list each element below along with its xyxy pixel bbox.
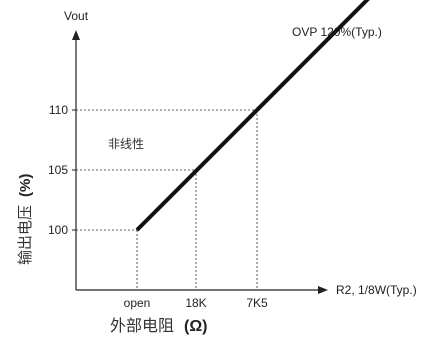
y-axis-arrow bbox=[72, 30, 80, 40]
x-axis-bottom-unit: (Ω) bbox=[184, 318, 207, 335]
series-line bbox=[135, 0, 370, 232]
y-axis-side-unit: (%) bbox=[17, 174, 34, 197]
y-tick-label: 105 bbox=[48, 163, 68, 177]
x-tick-label: 18K bbox=[185, 296, 206, 310]
y-axis-top-label: Vout bbox=[64, 9, 89, 23]
y-tick-label: 100 bbox=[48, 223, 68, 237]
nonlinear-annotation: 非线性 bbox=[108, 137, 144, 151]
x-tick-label: open bbox=[124, 296, 151, 310]
x-axis-end-label: R2, 1/8W(Typ.) bbox=[336, 283, 417, 297]
x-axis-arrow bbox=[318, 286, 328, 294]
axis-ticks: open 18K 7K5 100 105 110 bbox=[48, 103, 268, 310]
y-tick-label: 110 bbox=[49, 103, 68, 117]
guide-lines bbox=[76, 109, 258, 290]
y-axis-side-label-group: 输出电压 (%) bbox=[16, 174, 34, 265]
x-axis-bottom-label: 外部电阻 bbox=[110, 316, 174, 335]
ovp-annotation: OVP 120%(Typ.) bbox=[292, 25, 382, 39]
y-axis-side-label: 输出电压 bbox=[16, 205, 34, 265]
x-tick-label: 7K5 bbox=[246, 296, 268, 310]
output-voltage-line bbox=[135, 0, 370, 232]
